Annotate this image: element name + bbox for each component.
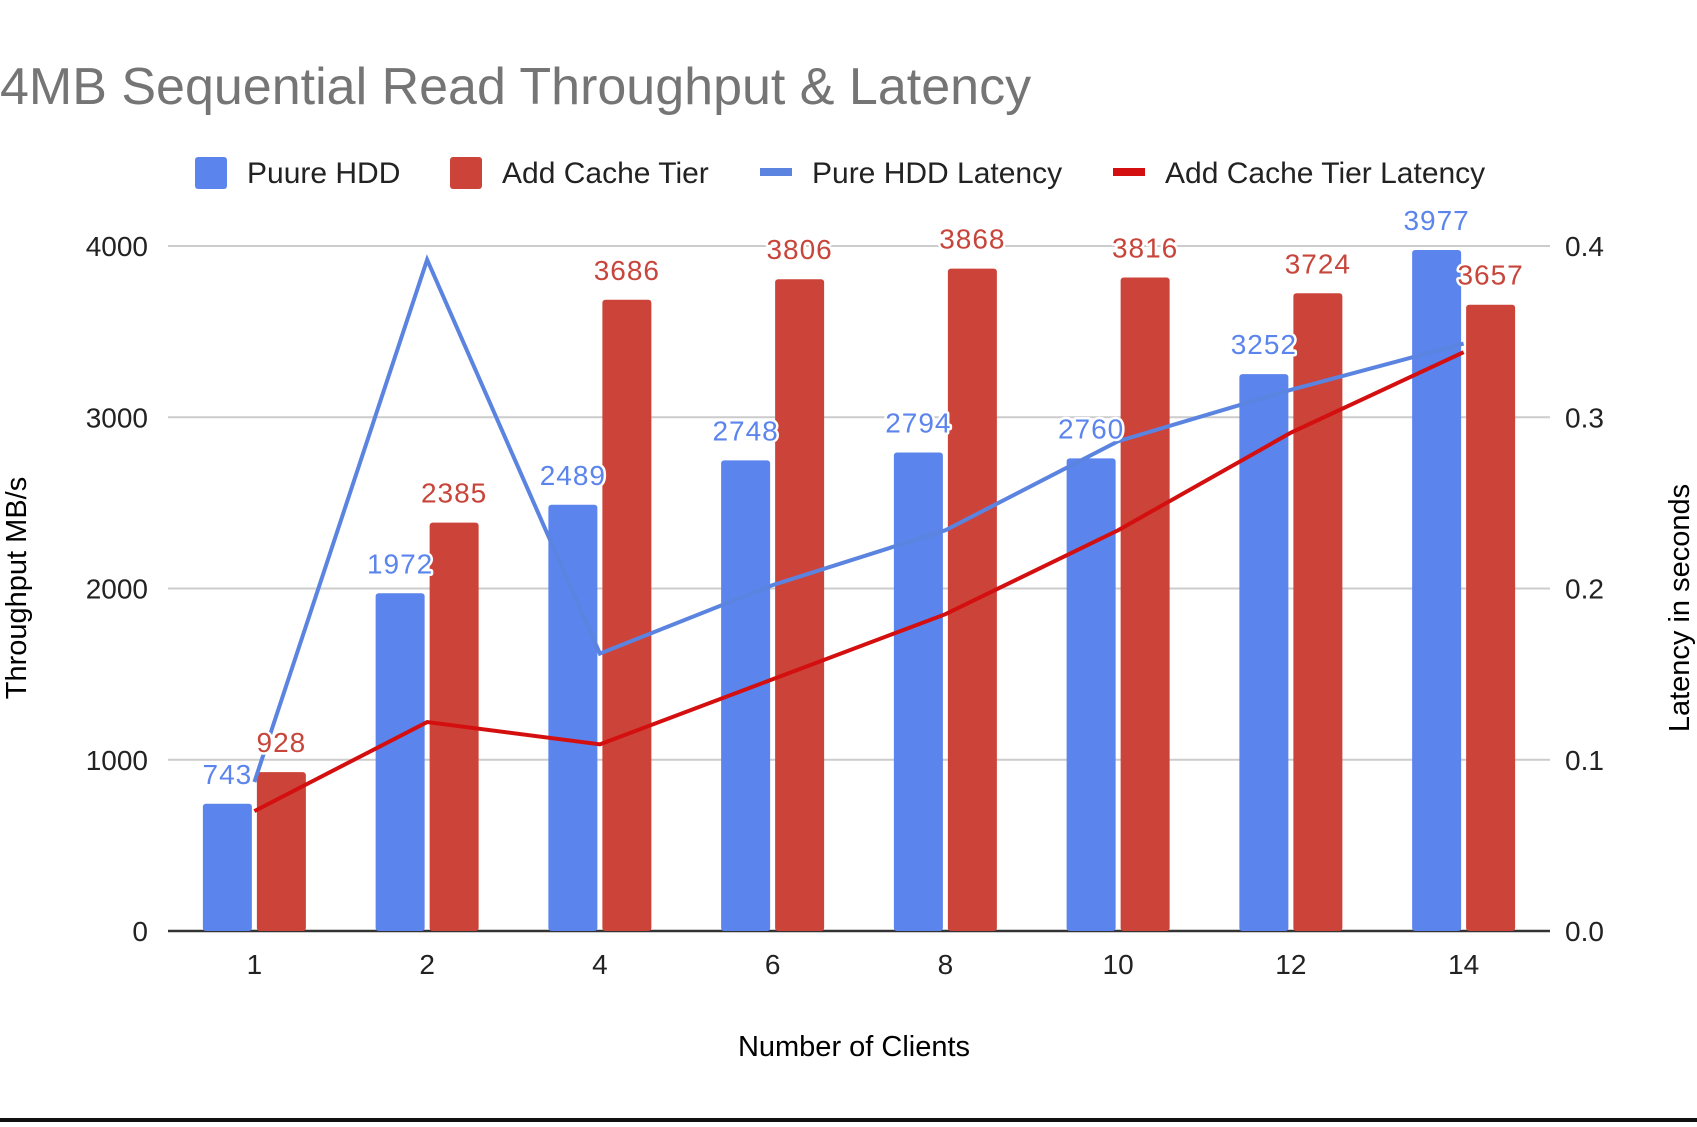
y2-tick-label: 0.4 (1565, 231, 1604, 262)
data-label: 3806 (766, 234, 832, 265)
y-tick-label: 0 (132, 916, 148, 947)
legend-label: Pure HDD Latency (812, 157, 1062, 190)
data-label: 1972 (367, 548, 433, 579)
data-labels: 743 1972 2489 2748 2794 2760 3252 3977 928 2385 36… (200, 202, 1525, 792)
legend-label: Add Cache Tier Latency (1165, 157, 1485, 190)
x-tick-label: 4 (592, 949, 608, 980)
y2-tick-label: 0.3 (1565, 402, 1604, 433)
pure-hdd-latency-line (252, 254, 1465, 783)
y-tick-label: 3000 (86, 402, 148, 433)
data-label: 2760 (1058, 413, 1124, 444)
data-label: 3816 (1112, 233, 1178, 264)
bar-pure-hdd (202, 803, 252, 931)
data-label: 3977 (1403, 205, 1469, 236)
legend: Puure HDD Add Cache Tier Pure HDD Latency A… (195, 157, 1485, 190)
data-label: 928 (257, 727, 307, 758)
chart-title: 4MB Sequential Read Throughput & Latency (0, 58, 1031, 116)
bars (202, 249, 1516, 932)
y2-tick-label: 0.1 (1565, 745, 1604, 776)
y-tick-label: 2000 (86, 574, 148, 605)
y2-tick-label: 0.2 (1565, 574, 1604, 605)
bar-add-cache-tier (602, 299, 652, 932)
data-label: 743 (203, 759, 253, 790)
x-tick-label: 1 (247, 949, 263, 980)
data-label: 2748 (712, 415, 778, 446)
x-tick-label: 10 (1103, 949, 1134, 980)
bottom-border (0, 1118, 1697, 1122)
x-tick-label: 2 (419, 949, 435, 980)
bar-add-cache-tier (1293, 293, 1343, 931)
data-label: 3868 (939, 224, 1005, 255)
legend-label: Puure HDD (247, 157, 400, 190)
bar-add-cache-tier (1466, 304, 1516, 931)
data-label: 3724 (1285, 248, 1351, 279)
bar-add-cache-tier (1120, 277, 1170, 931)
cache-tier-latency-line (253, 350, 1465, 813)
legend-swatch (195, 157, 227, 189)
bar-add-cache-tier (256, 772, 306, 931)
bar-pure-hdd (548, 504, 598, 931)
x-tick-label: 12 (1275, 949, 1306, 980)
latency-lines (252, 254, 1465, 813)
legend-swatch (1113, 168, 1145, 176)
gridlines (168, 245, 1550, 933)
x-tick-label: 6 (765, 949, 781, 980)
x-tick-label: 8 (938, 949, 954, 980)
bar-pure-hdd (1412, 249, 1462, 932)
bar-pure-hdd (721, 460, 771, 931)
data-label: 2385 (421, 478, 487, 509)
data-label: 2794 (885, 408, 951, 439)
y2-tick-label: 0.0 (1565, 916, 1604, 947)
bar-pure-hdd (375, 593, 425, 931)
data-label: 2489 (540, 460, 606, 491)
data-label: 3686 (594, 255, 660, 286)
x-tick-label: 14 (1448, 949, 1479, 980)
x-axis-label: Number of Clients (738, 1031, 970, 1063)
y-tick-label: 1000 (86, 745, 148, 776)
data-label: 3657 (1457, 260, 1523, 291)
bar-pure-hdd (893, 452, 943, 931)
data-label: 3252 (1231, 329, 1297, 360)
bar-pure-hdd (1239, 374, 1289, 932)
y2-axis-label: Latency in seconds (1664, 484, 1696, 732)
y-tick-label: 4000 (86, 231, 148, 262)
legend-swatch (450, 157, 482, 189)
legend-swatch (760, 168, 792, 176)
legend-label: Add Cache Tier (502, 157, 709, 190)
bar-pure-hdd (1066, 458, 1116, 931)
y-axis-label: Throughput MB/s (1, 477, 33, 699)
bar-add-cache-tier (775, 279, 825, 931)
